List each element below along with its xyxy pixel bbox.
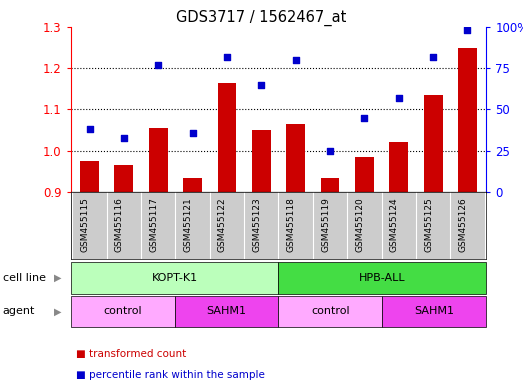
Bar — [183, 177, 202, 192]
Text: GSM455116: GSM455116 — [115, 197, 124, 252]
Text: GSM455118: GSM455118 — [287, 197, 295, 252]
Bar — [218, 83, 236, 192]
Text: KOPT-K1: KOPT-K1 — [152, 273, 198, 283]
Text: HPB-ALL: HPB-ALL — [359, 273, 406, 283]
Point — [120, 134, 128, 141]
Text: GSM455125: GSM455125 — [424, 197, 433, 252]
Text: GSM455124: GSM455124 — [390, 197, 399, 252]
Text: SAHM1: SAHM1 — [207, 306, 246, 316]
Text: GDS3717 / 1562467_at: GDS3717 / 1562467_at — [176, 10, 347, 26]
Bar — [389, 142, 408, 192]
Point — [223, 53, 231, 60]
Text: SAHM1: SAHM1 — [414, 306, 454, 316]
Text: agent: agent — [3, 306, 35, 316]
Point — [394, 95, 403, 101]
Point — [326, 148, 334, 154]
Text: GSM455117: GSM455117 — [149, 197, 158, 252]
Bar — [115, 165, 133, 192]
Text: GSM455121: GSM455121 — [184, 197, 192, 252]
Text: control: control — [311, 306, 350, 316]
Text: cell line: cell line — [3, 273, 46, 283]
Point — [85, 126, 94, 132]
Text: GSM455126: GSM455126 — [459, 197, 468, 252]
Point — [257, 82, 266, 88]
Point — [463, 27, 472, 33]
Text: ▶: ▶ — [54, 306, 61, 316]
Text: ■ percentile rank within the sample: ■ percentile rank within the sample — [76, 370, 265, 380]
Point — [360, 115, 369, 121]
Text: GSM455115: GSM455115 — [81, 197, 89, 252]
Text: GSM455120: GSM455120 — [356, 197, 365, 252]
Bar — [424, 95, 442, 192]
Bar — [149, 128, 168, 192]
Bar — [252, 130, 271, 192]
Text: ▶: ▶ — [54, 273, 61, 283]
Point — [429, 53, 437, 60]
Text: GSM455122: GSM455122 — [218, 197, 227, 252]
Text: control: control — [103, 306, 142, 316]
Text: ■ transformed count: ■ transformed count — [76, 349, 186, 359]
Point — [291, 57, 300, 63]
Text: GSM455123: GSM455123 — [252, 197, 262, 252]
Point — [188, 129, 197, 136]
Text: GSM455119: GSM455119 — [321, 197, 330, 252]
Point — [154, 62, 163, 68]
Bar — [458, 48, 477, 192]
Bar — [355, 157, 374, 192]
Bar — [286, 124, 305, 192]
Bar — [80, 161, 99, 192]
Bar — [321, 177, 339, 192]
